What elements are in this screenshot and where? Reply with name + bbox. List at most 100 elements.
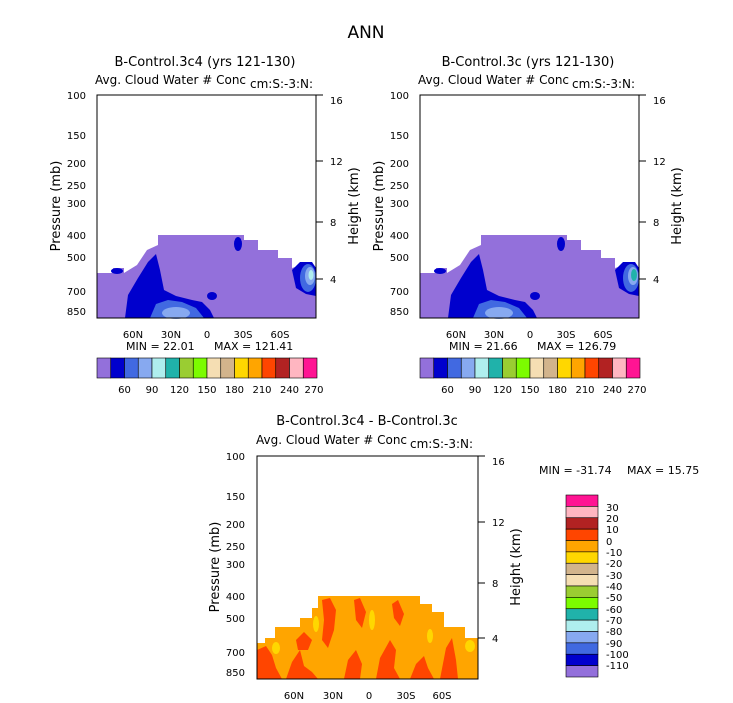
panel-2-contour-field — [420, 235, 639, 319]
y-tick-label: 150 — [67, 131, 86, 142]
colorbar-swatch — [625, 357, 641, 379]
panel-2-colorbar — [419, 357, 641, 379]
panel-3-y-axis: 100 150 200 250 300 400 500 700 850 — [226, 452, 245, 679]
colorbar-label: 240 — [603, 385, 622, 396]
colorbar-swatch — [565, 665, 599, 678]
colorbar-swatch — [565, 585, 599, 598]
x-tick-label: 60S — [593, 330, 612, 341]
panel-2-x-axis: 60N 30N 0 30S 60S — [446, 330, 613, 341]
colorbar-swatch — [110, 357, 125, 379]
panel-2-min-label: MIN = 21.66 — [449, 340, 518, 353]
x-tick-label: 60N — [123, 330, 143, 341]
y2-tick-label: 12 — [492, 518, 505, 529]
colorbar-swatch — [565, 608, 599, 621]
panel-3-region-redorange-a — [257, 646, 282, 679]
y-tick-label: 700 — [226, 648, 245, 659]
panel-3-units: cm:S:-3:N: — [410, 437, 473, 451]
panel-1-colorbar-labels: 60 90 120 150 180 210 240 270 — [118, 385, 323, 396]
panel-3-colorbar-labels: 30 20 10 0 -10 -20 -30 -40 -50 -60 -70 -… — [606, 503, 629, 672]
colorbar-swatch — [565, 631, 599, 644]
colorbar-label: 270 — [304, 385, 323, 396]
colorbar-label: 90 — [469, 385, 482, 396]
y2-tick-label: 12 — [330, 157, 343, 168]
colorbar-label: -70 — [606, 616, 622, 627]
colorbar-swatch — [206, 357, 222, 379]
panel-2-region-navy-blob-b — [530, 292, 540, 300]
colorbar-label: -90 — [606, 639, 622, 650]
colorbar-swatch — [302, 357, 318, 379]
colorbar-swatch — [447, 357, 462, 379]
colorbar-swatch — [565, 574, 599, 587]
y2-tick-label: 8 — [330, 218, 336, 229]
panel-3-region-gold-b — [313, 616, 319, 632]
colorbar-label: 180 — [548, 385, 567, 396]
panel-1-plot-frame — [96, 94, 317, 319]
colorbar-swatch — [565, 653, 599, 666]
colorbar-swatch — [460, 357, 476, 379]
y2-tick-label: 16 — [492, 457, 505, 468]
panel-2-y2label: Height (km) — [670, 167, 685, 244]
panel-1-y-axis: 100 150 200 250 300 400 500 700 850 — [67, 91, 86, 318]
panel-1-colorbar — [96, 357, 318, 379]
panel-3: B-Control.3c4 - B-Control.3c Avg. Cloud … — [208, 414, 699, 702]
y-tick-label: 200 — [67, 159, 86, 170]
panel-3-region-redorange-b — [286, 650, 318, 679]
panel-1-region-navy-blob-a — [234, 237, 242, 251]
panel-1-region-aqua — [308, 270, 314, 280]
colorbar-swatch — [289, 357, 304, 379]
y2-tick-label: 12 — [653, 157, 666, 168]
x-tick-label: 60N — [446, 330, 466, 341]
panel-1-title: B-Control.3c4 (yrs 121-130) — [115, 55, 296, 70]
panel-2-units: cm:S:-3:N: — [572, 77, 635, 91]
colorbar-label: 120 — [493, 385, 512, 396]
x-tick-label: 0 — [366, 691, 372, 702]
y2-tick-label: 8 — [653, 218, 659, 229]
colorbar-swatch — [565, 494, 599, 507]
colorbar-label: -10 — [606, 548, 622, 559]
panel-2-y-axis: 100 150 200 250 300 400 500 700 850 — [390, 91, 409, 318]
panel-3-region-redorange-c — [322, 598, 336, 648]
panel-3-region-gold-a — [272, 642, 280, 654]
colorbar-swatch — [557, 357, 572, 379]
colorbar-label: -110 — [606, 661, 629, 672]
colorbar-swatch — [502, 357, 517, 379]
panel-2-max-label: MAX = 126.79 — [537, 340, 616, 353]
colorbar-swatch — [234, 357, 249, 379]
panel-2: B-Control.3c (yrs 121-130) Avg. Cloud Wa… — [372, 55, 685, 396]
panel-3-region-redorange-f — [354, 598, 366, 628]
colorbar-swatch — [543, 357, 558, 379]
colorbar-swatch — [179, 357, 194, 379]
y-tick-label: 400 — [390, 231, 409, 242]
colorbar-label: 210 — [252, 385, 271, 396]
x-tick-label: 30S — [396, 691, 415, 702]
panel-3-region-redorange-i — [296, 632, 312, 650]
y2-tick-label: 16 — [330, 96, 343, 107]
y2-tick-label: 4 — [492, 634, 498, 645]
colorbar-label: 270 — [627, 385, 646, 396]
colorbar-swatch — [220, 357, 235, 379]
panel-2-title: B-Control.3c (yrs 121-130) — [442, 55, 615, 70]
colorbar-swatch — [488, 357, 503, 379]
colorbar-swatch — [433, 357, 448, 379]
colorbar-swatch — [247, 357, 263, 379]
panel-3-contour-field — [257, 596, 478, 679]
y2-tick-label: 16 — [653, 96, 666, 107]
panel-1-units: cm:S:-3:N: — [250, 77, 313, 91]
panel-2-y2-axis: 16 12 8 4 — [639, 94, 666, 286]
y-tick-label: 300 — [67, 199, 86, 210]
y2-tick-label: 4 — [330, 275, 336, 286]
y2-tick-label: 4 — [653, 275, 659, 286]
y-tick-label: 100 — [226, 452, 245, 463]
colorbar-swatch — [565, 528, 599, 541]
panel-1-subtitle: Avg. Cloud Water # Conc — [95, 73, 246, 87]
x-tick-label: 0 — [204, 330, 210, 341]
colorbar-swatch — [124, 357, 139, 379]
panel-2-colorbar-labels: 60 90 120 150 180 210 240 270 — [441, 385, 646, 396]
y-tick-label: 300 — [226, 560, 245, 571]
colorbar-swatch — [96, 357, 112, 379]
panel-1-max-label: MAX = 121.41 — [214, 340, 293, 353]
panel-3-region-redorange-e — [376, 640, 400, 679]
y-tick-label: 150 — [390, 131, 409, 142]
colorbar-swatch — [598, 357, 613, 379]
